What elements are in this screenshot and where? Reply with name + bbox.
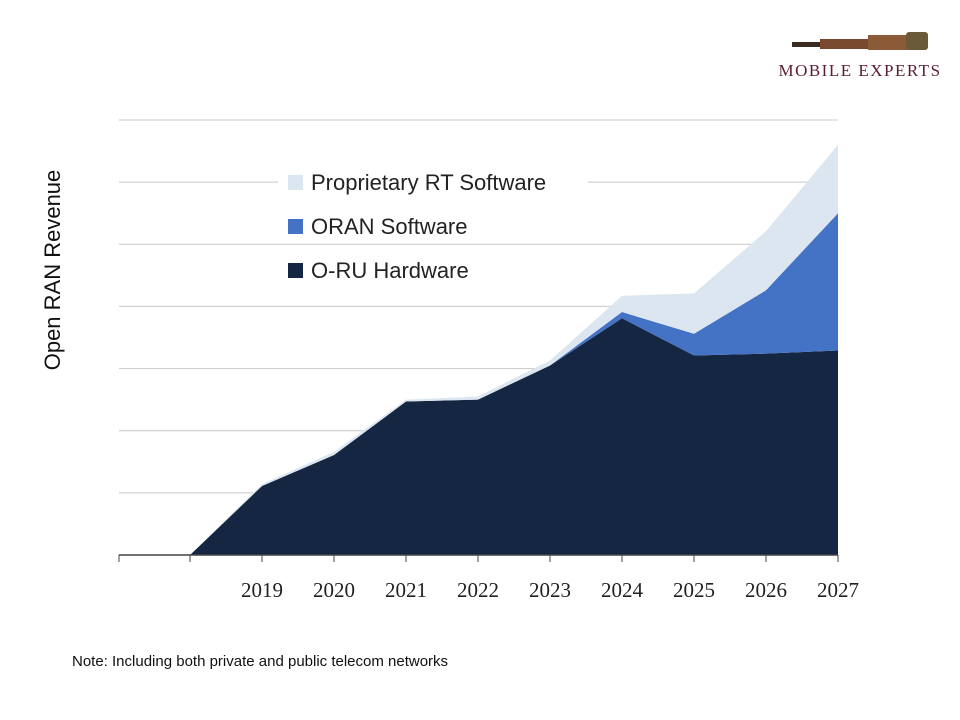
x-tick-label: 2019 xyxy=(241,578,283,602)
legend-swatch xyxy=(288,219,303,234)
x-tick-label: 2020 xyxy=(313,578,355,602)
x-tick-label: 2025 xyxy=(673,578,715,602)
x-tick-label: 2022 xyxy=(457,578,499,602)
legend-bg xyxy=(278,254,588,286)
x-tick-label: 2021 xyxy=(385,578,427,602)
legend-swatch xyxy=(288,175,303,190)
note: Note: Including both private and public … xyxy=(72,653,448,670)
area xyxy=(190,318,838,555)
legend-label: Proprietary RT Software xyxy=(311,170,546,195)
y-axis-label: Open RAN Revenue xyxy=(40,170,65,371)
logo-text: MOBILE EXPERTS xyxy=(778,61,941,80)
legend-label: ORAN Software xyxy=(311,214,468,239)
x-tick-label: 2027 xyxy=(817,578,859,602)
legend-bg xyxy=(278,166,588,198)
x-tick-label: 2023 xyxy=(529,578,571,602)
legend-bg xyxy=(278,210,588,242)
x-tick-label: 2026 xyxy=(745,578,787,602)
logo-telescope xyxy=(792,32,928,50)
legend-swatch xyxy=(288,263,303,278)
legend-label: O-RU Hardware xyxy=(311,258,469,283)
x-tick-label: 2024 xyxy=(601,578,644,602)
